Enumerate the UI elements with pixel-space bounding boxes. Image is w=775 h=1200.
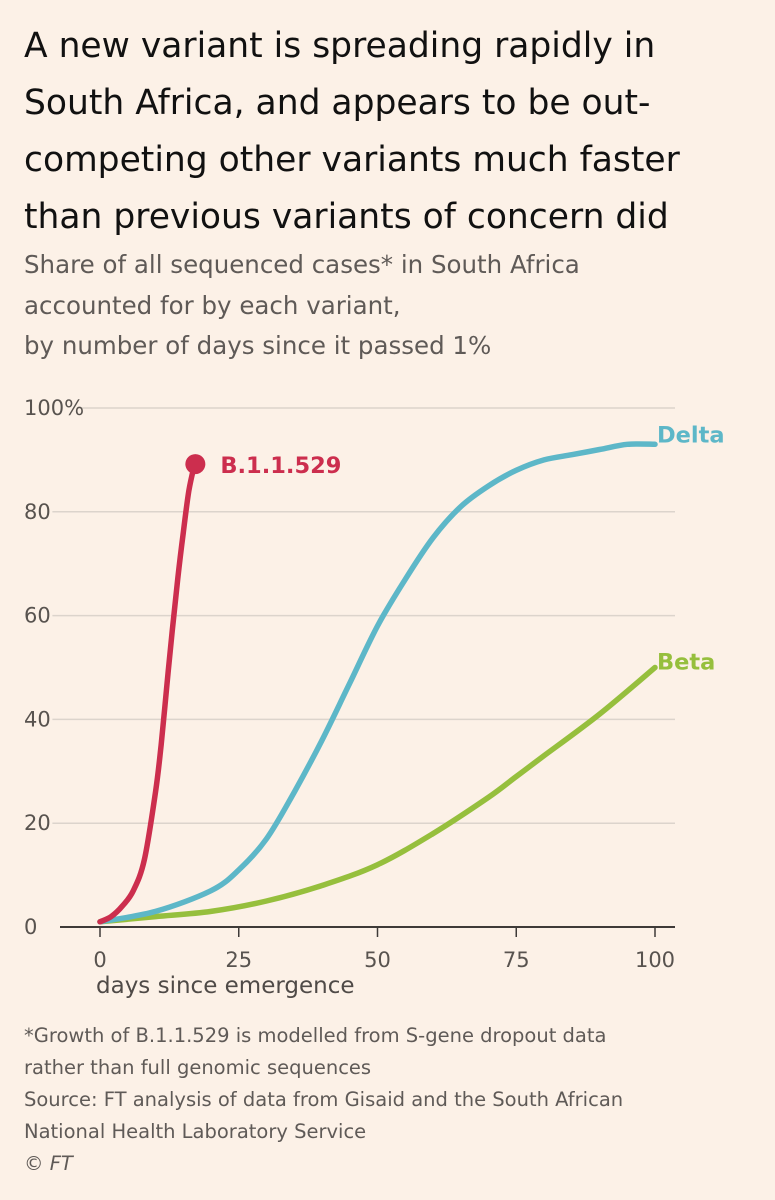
x-axis: 0 25 50 75 100 bbox=[60, 926, 675, 972]
subtitle-line: Share of all sequenced cases* in South A… bbox=[24, 250, 580, 279]
x-axis-label: days since emergence bbox=[96, 973, 355, 999]
y-tick-label: 20 bbox=[24, 811, 51, 835]
gridlines bbox=[52, 407, 675, 824]
series-labels: B.1.1.529 Delta Beta bbox=[220, 422, 724, 675]
source-line: National Health Laboratory Service bbox=[24, 1120, 367, 1143]
title-line: than previous variants of concern did bbox=[24, 197, 669, 237]
y-axis-tick-labels: 0 20 40 60 80 100% bbox=[24, 396, 84, 939]
credit: © FT bbox=[24, 1152, 73, 1175]
series-end-marker-b-1-1-529 bbox=[185, 454, 206, 475]
series-line-delta bbox=[97, 441, 658, 925]
x-tick-label: 50 bbox=[364, 948, 391, 972]
chart-notes: *Growth of B.1.1.529 is modelled from S-… bbox=[24, 1020, 764, 1180]
x-tick-label: 0 bbox=[93, 948, 106, 972]
y-tick-label: 40 bbox=[24, 707, 51, 731]
subtitle-line: accounted for by each variant, bbox=[24, 290, 401, 320]
subtitle-line: by number of days since it passed 1% bbox=[24, 331, 492, 360]
y-tick-label: 60 bbox=[24, 604, 51, 628]
title-line: South Africa, and appears to be out- bbox=[24, 83, 651, 123]
series-label-delta: Delta bbox=[657, 422, 725, 448]
chart-title: A new variant is spreading rapidly in So… bbox=[24, 18, 759, 246]
x-tick-label: 75 bbox=[503, 948, 530, 972]
y-tick-label: 100% bbox=[24, 396, 84, 420]
title-line: A new variant is spreading rapidly in bbox=[24, 26, 656, 66]
series-line-b-1-1-529 bbox=[97, 462, 198, 925]
y-tick-label: 0 bbox=[24, 915, 37, 939]
source-line: Source: FT analysis of data from Gisaid … bbox=[24, 1088, 624, 1111]
series-lines bbox=[97, 441, 658, 925]
x-tick-label: 100 bbox=[635, 948, 675, 972]
series-label-b-1-1-529: B.1.1.529 bbox=[220, 453, 341, 479]
y-tick-label: 80 bbox=[24, 500, 51, 524]
x-tick-label: 25 bbox=[225, 948, 252, 972]
series-label-beta: Beta bbox=[657, 650, 715, 676]
footnote-line: *Growth of B.1.1.529 is modelled from S-… bbox=[24, 1024, 607, 1047]
footnote-line: rather than full genomic sequences bbox=[24, 1056, 372, 1079]
title-line: competing other variants much faster bbox=[24, 140, 680, 180]
series-line-beta bbox=[97, 664, 658, 925]
chart-subtitle: Share of all sequenced cases* in South A… bbox=[24, 245, 759, 367]
